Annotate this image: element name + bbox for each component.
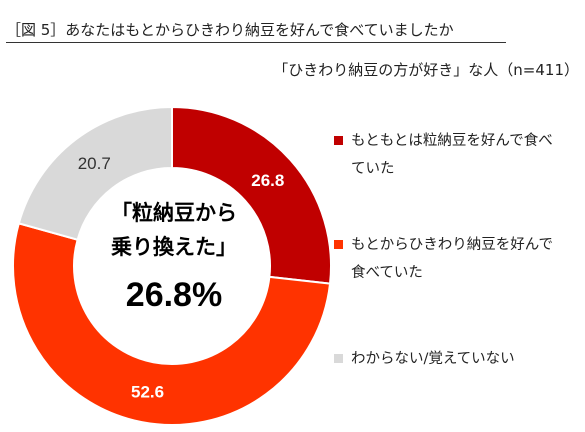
slice-label-1: 26.8 [251,171,284,190]
legend-item-3: わからない/覚えていない [334,346,574,374]
donut-slice-2 [12,222,332,426]
legend-item-2: もとからひきわり納豆を好んで食べていた [334,232,574,346]
slice-labels: 26.8 52.6 20.7 [78,154,285,401]
legend-swatch-2 [334,240,343,249]
legend-label-3: わからない/覚えていない [351,351,515,367]
legend-label-2: もとからひきわり納豆を好んで食べていた [351,237,553,281]
slice-label-2: 52.6 [131,383,164,402]
legend-swatch-3 [334,354,343,363]
center-line-2: 乗り換えた」 [111,235,237,259]
legend: もともとは粒納豆を好んで食べていた もとからひきわり納豆を好んで食べていた わか… [334,128,574,374]
donut-slices [12,105,332,426]
donut-slice-3 [17,105,173,241]
donut-slice-1 [171,105,332,285]
center-line-1: 「粒納豆から [111,201,237,225]
center-value: 26.8% [125,276,223,314]
legend-label-1: もともとは粒納豆を好んで食べていた [351,133,553,177]
slice-label-3: 20.7 [78,154,111,173]
chart-subtitle: 「ひきわり納豆の方が好き」な人（n=411） [273,61,579,79]
legend-swatch-1 [334,136,343,145]
center-annotation: 「粒納豆から 乗り換えた」 26.8% [99,196,249,316]
legend-item-1: もともとは粒納豆を好んで食べていた [334,128,574,232]
title-underline [6,42,506,43]
chart-title: ［図 5］あなたはもとからひきわり納豆を好んで食べていましたか [6,21,454,39]
